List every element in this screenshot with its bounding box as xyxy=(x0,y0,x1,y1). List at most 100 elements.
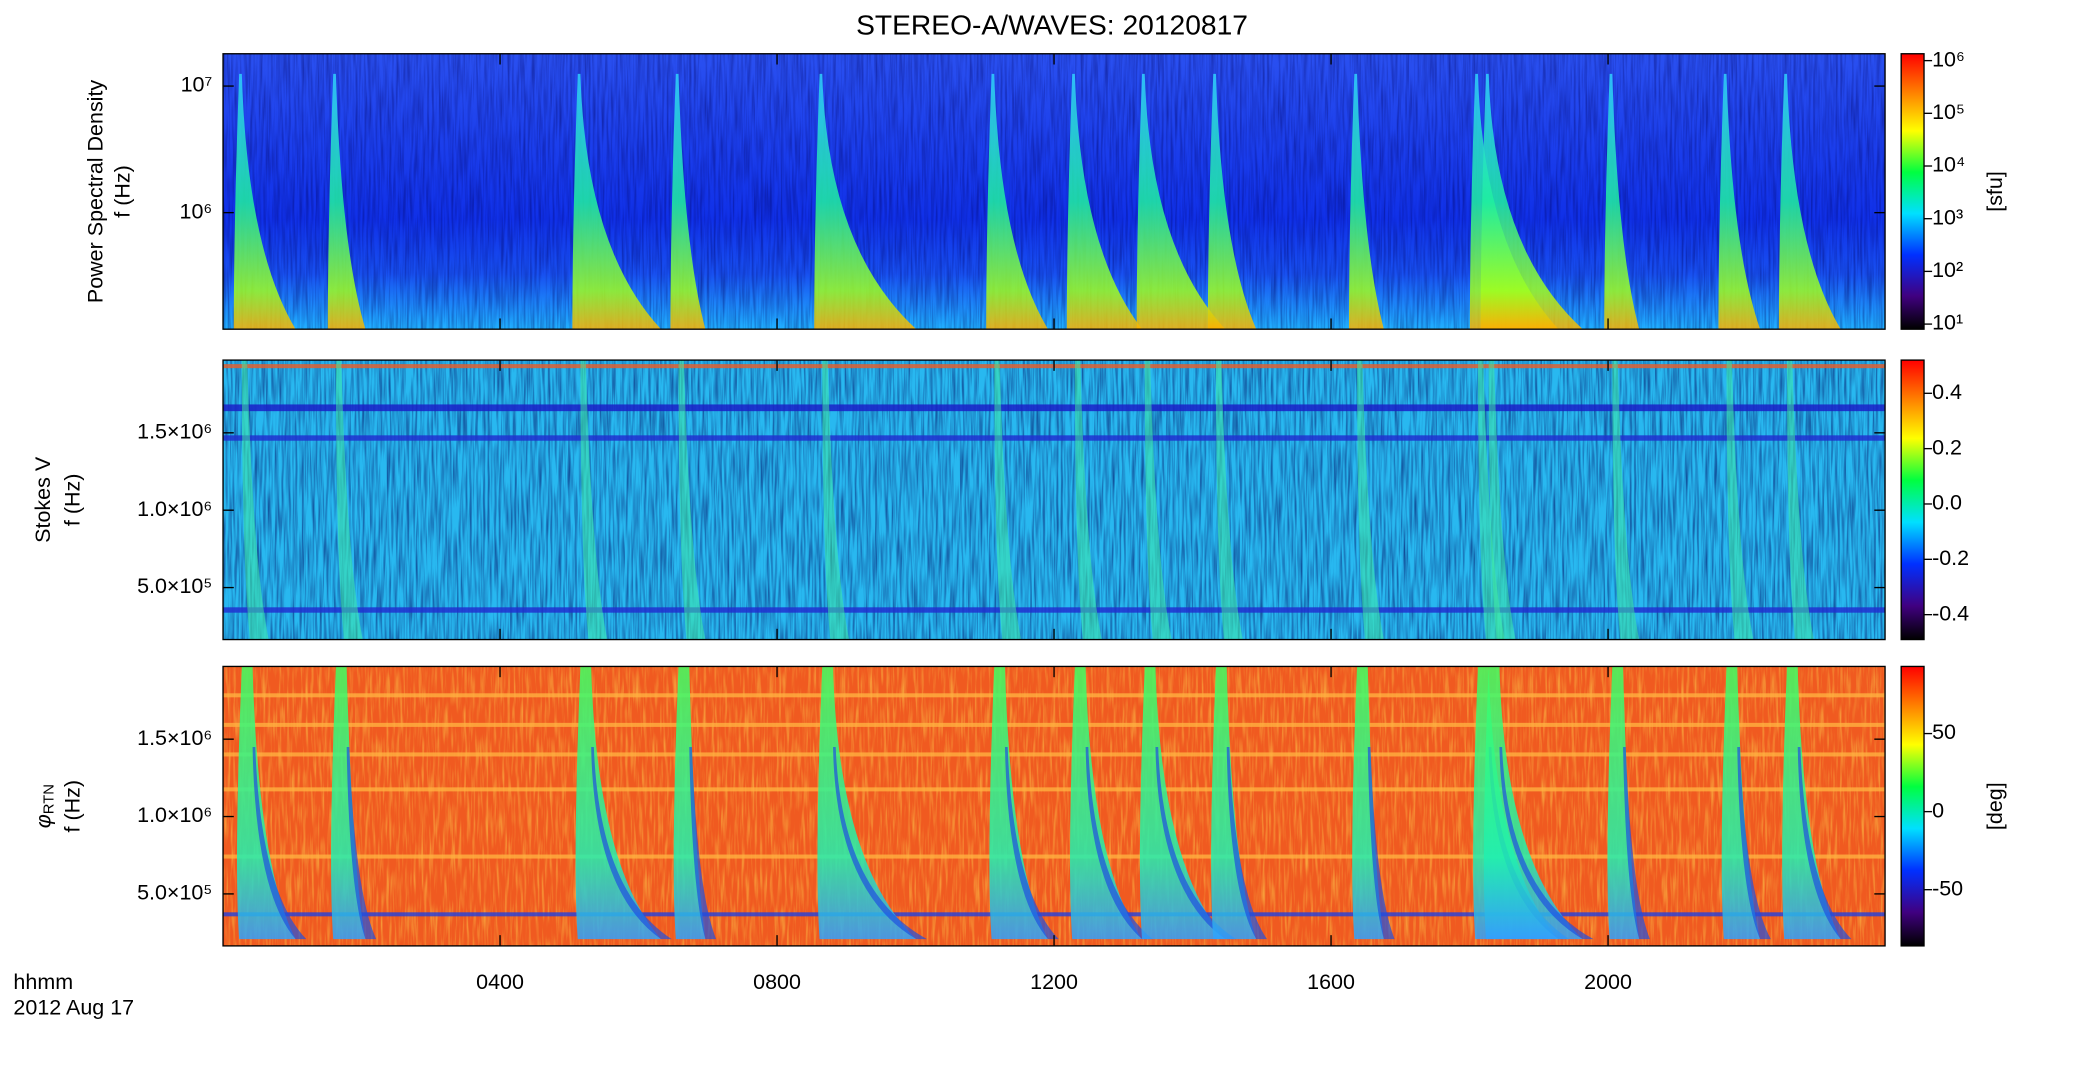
burst xyxy=(1348,73,1384,330)
colorbar-tick-label: 10⁶ xyxy=(1932,47,1965,71)
y-tick-label: 1.5×10⁶ xyxy=(137,726,212,750)
burst xyxy=(989,666,1048,940)
texture xyxy=(223,53,1886,330)
spectrogram-layer xyxy=(223,53,1886,330)
spectrogram-image xyxy=(222,53,1886,330)
x-tick-label: 1600 xyxy=(1307,970,1355,994)
colorbar-tick-label: -0.4 xyxy=(1932,601,1969,625)
colorbar-label: [sfu] xyxy=(1983,171,2007,212)
burst xyxy=(1144,360,1172,640)
colorbar-tick-label: 0.2 xyxy=(1932,435,1962,459)
burst-edge xyxy=(1155,747,1237,940)
band xyxy=(223,854,1886,859)
burst xyxy=(1215,360,1243,640)
spectrogram-image xyxy=(222,359,1886,641)
burst xyxy=(1357,360,1384,640)
burst xyxy=(1782,666,1841,940)
band xyxy=(223,404,1886,412)
burst xyxy=(1139,666,1226,940)
x-axis-label: 2012 Aug 17 xyxy=(13,996,134,1020)
burst xyxy=(994,360,1022,640)
y-label-symbol: φ xyxy=(31,814,55,828)
burst xyxy=(1070,666,1143,940)
burst xyxy=(237,666,296,940)
colorbar-tick-label: 50 xyxy=(1932,720,1956,744)
colorbar-tick-label: 0 xyxy=(1932,798,1944,822)
y-axis-label: f (Hz) xyxy=(110,165,134,218)
y-tick-label: 1.0×10⁶ xyxy=(137,803,212,827)
colorbar xyxy=(1900,665,1925,947)
burst xyxy=(822,360,850,640)
burst xyxy=(1207,73,1257,330)
burst-edge xyxy=(1367,747,1395,940)
burst xyxy=(1480,73,1583,330)
colorbar-tick-label: -0.2 xyxy=(1932,546,1969,570)
burst-edge xyxy=(1085,747,1153,940)
y-tick-label: 5.0×10⁵ xyxy=(137,881,212,905)
x-tick-label: 0400 xyxy=(476,970,524,994)
burst xyxy=(1604,73,1640,330)
burst-edge xyxy=(689,747,717,940)
colorbar-tick-label: 0.0 xyxy=(1932,491,1962,515)
burst xyxy=(335,360,363,640)
y-axis-label: f (Hz) xyxy=(61,474,85,527)
spectrogram-image xyxy=(222,665,1886,947)
burst xyxy=(1778,73,1841,330)
chart-title: STEREO-A/WAVES: 20120817 xyxy=(856,8,1248,40)
colorbar-label: [deg] xyxy=(1983,782,2007,830)
burst-edge xyxy=(833,747,928,940)
burst-edge xyxy=(591,747,672,940)
colorbar-tick-label: 10¹ xyxy=(1932,311,1963,335)
band xyxy=(223,693,1886,698)
burst xyxy=(678,360,706,640)
burst xyxy=(327,73,366,330)
burst xyxy=(1786,360,1814,640)
band xyxy=(223,912,1886,917)
burst-edge xyxy=(1797,747,1852,940)
y-tick-label: 10⁷ xyxy=(181,73,213,97)
band xyxy=(223,607,1886,613)
burst-edge xyxy=(1623,747,1650,940)
y-tick-label: 1.0×10⁶ xyxy=(137,497,212,521)
band xyxy=(223,752,1886,757)
x-tick-label: 1200 xyxy=(1030,970,1078,994)
x-axis-label: hhmm xyxy=(13,970,73,994)
colorbar-tick-label: -50 xyxy=(1932,876,1963,900)
x-tick-label: 0800 xyxy=(753,970,801,994)
burst xyxy=(580,360,608,640)
burst xyxy=(1074,360,1102,640)
burst xyxy=(1483,666,1583,940)
burst xyxy=(814,73,917,330)
y-axis-label: Power Spectral Density xyxy=(83,80,107,304)
burst xyxy=(1612,360,1640,640)
colorbar-tick-label: 10⁴ xyxy=(1932,153,1965,177)
texture xyxy=(223,360,1886,640)
colorbar-tick-label: 10⁵ xyxy=(1932,100,1965,124)
y-axis-label: Stokes V xyxy=(31,456,55,543)
burst xyxy=(233,73,296,330)
burst xyxy=(670,73,706,330)
y-tick-label: 1.5×10⁶ xyxy=(137,419,212,443)
y-tick-label: 10⁶ xyxy=(180,199,213,223)
burst xyxy=(1488,360,1516,640)
burst xyxy=(575,666,662,940)
burst-edge xyxy=(1499,747,1594,940)
spectrogram-layer xyxy=(223,666,1886,946)
burst-edge xyxy=(1737,747,1771,940)
colorbar-tick-label: 0.4 xyxy=(1932,380,1962,404)
burst-edge xyxy=(252,747,307,940)
band xyxy=(223,787,1886,792)
burst-edge xyxy=(1005,747,1059,940)
y-label-subscript: RTN xyxy=(42,784,58,814)
burst xyxy=(241,360,269,640)
burst xyxy=(986,73,1048,330)
colorbar-tick-label: 10³ xyxy=(1932,205,1963,229)
burst xyxy=(1136,73,1226,330)
burst xyxy=(1718,73,1761,330)
burst-edge xyxy=(1226,747,1268,940)
x-tick-label: 2000 xyxy=(1584,970,1632,994)
burst xyxy=(1066,73,1143,330)
burst xyxy=(1211,666,1257,940)
